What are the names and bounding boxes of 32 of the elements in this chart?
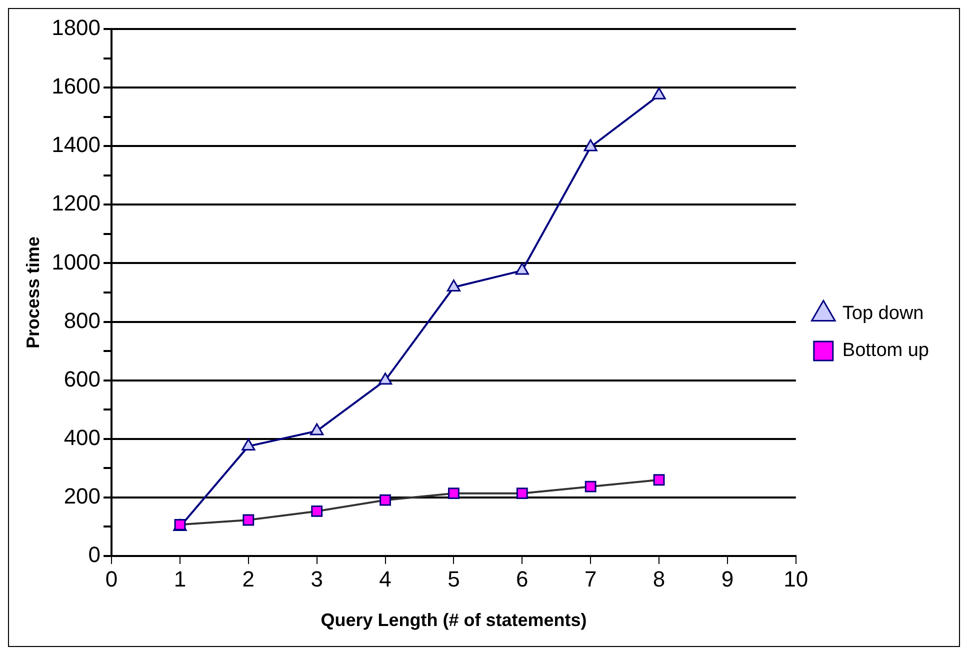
point	[515, 262, 529, 275]
x-tick-label: 0	[105, 566, 118, 592]
x-tick-label: 1	[174, 566, 186, 592]
point	[652, 87, 666, 100]
point	[242, 438, 256, 450]
x-tick-label: 2	[242, 566, 255, 592]
x-tick-label: 4	[379, 566, 392, 592]
y-tick-label: 1600	[52, 74, 101, 99]
y-tick-label: 400	[64, 424, 101, 450]
x-tick-label: 10	[784, 566, 808, 592]
x-axis-title: Query Length (# of statements)	[320, 610, 587, 630]
x-tick-label: 8	[652, 566, 666, 592]
point	[446, 279, 461, 292]
y-tick-label: 200	[64, 484, 101, 509]
legend-label: Top down	[842, 303, 924, 324]
y-tick-label: 0	[88, 542, 101, 568]
y-tick-label: 800	[64, 308, 101, 333]
x-tick-label: 7	[584, 566, 597, 592]
y-tick-label: 1400	[52, 132, 101, 158]
x-tick-label: 5	[448, 566, 460, 592]
point	[584, 139, 598, 152]
y-tick-label: 1000	[52, 249, 101, 274]
y-tick-label: 1200	[52, 190, 101, 216]
x-tick-label: 3	[310, 566, 323, 592]
x-tick-label: 9	[721, 566, 734, 592]
y-tick-label: 1800	[52, 15, 101, 40]
legend-label: Bottom up	[842, 340, 930, 362]
y-tick-label: 600	[64, 366, 101, 392]
x-tick-label: 6	[516, 566, 528, 592]
y-axis-title: Process time	[22, 236, 43, 349]
point	[310, 423, 324, 436]
point	[378, 372, 392, 385]
